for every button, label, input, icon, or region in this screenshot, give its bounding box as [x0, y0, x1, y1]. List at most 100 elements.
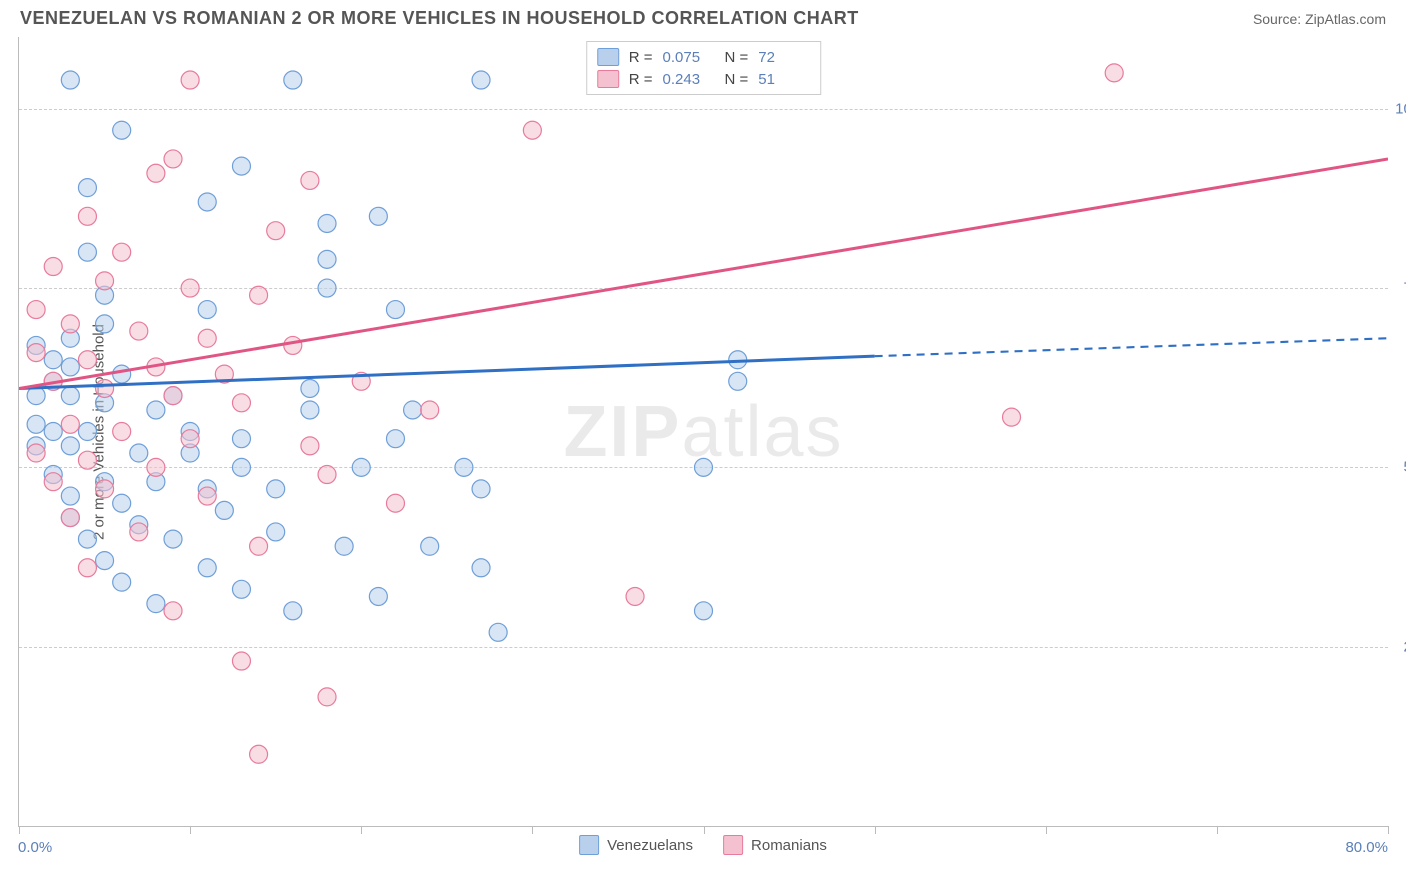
x-axis-min-label: 0.0%: [18, 839, 52, 856]
data-point: [61, 358, 79, 376]
data-point: [96, 272, 114, 290]
data-point: [404, 401, 422, 419]
data-point: [352, 458, 370, 476]
data-point: [267, 480, 285, 498]
data-point: [318, 279, 336, 297]
data-point: [27, 301, 45, 319]
data-point: [61, 487, 79, 505]
trend-line-extrapolated: [875, 338, 1388, 356]
legend-label-venezuelans: Venezuelans: [607, 837, 693, 854]
data-point: [318, 214, 336, 232]
data-point: [61, 509, 79, 527]
data-point: [164, 530, 182, 548]
data-point: [44, 351, 62, 369]
data-point: [250, 286, 268, 304]
data-point: [147, 595, 165, 613]
data-point: [318, 466, 336, 484]
stats-legend: R = 0.075 N = 72 R = 0.243 N = 51: [586, 41, 822, 95]
data-point: [27, 344, 45, 362]
data-point: [198, 193, 216, 211]
data-point: [232, 394, 250, 412]
data-point: [130, 444, 148, 462]
data-point: [284, 602, 302, 620]
source-attribution: Source: ZipAtlas.com: [1253, 11, 1386, 27]
swatch-romanians: [597, 70, 619, 88]
data-point: [369, 207, 387, 225]
data-point: [232, 157, 250, 175]
data-point: [130, 322, 148, 340]
data-point: [96, 379, 114, 397]
data-point: [147, 164, 165, 182]
data-point: [181, 430, 199, 448]
data-point: [44, 423, 62, 441]
data-point: [78, 559, 96, 577]
data-point: [232, 430, 250, 448]
data-point: [113, 494, 131, 512]
n-value-venezuelans: 72: [758, 49, 810, 66]
data-point: [695, 458, 713, 476]
data-point: [729, 372, 747, 390]
data-point: [78, 530, 96, 548]
data-point: [250, 537, 268, 555]
data-point: [369, 587, 387, 605]
r-value-romanians: 0.243: [663, 71, 715, 88]
legend-item-venezuelans: Venezuelans: [579, 835, 693, 855]
data-point: [301, 401, 319, 419]
n-value-romanians: 51: [758, 71, 810, 88]
data-point: [96, 480, 114, 498]
data-point: [335, 537, 353, 555]
stats-row-venezuelans: R = 0.075 N = 72: [597, 46, 811, 68]
y-tick-label: 100.0%: [1395, 100, 1406, 117]
data-point: [113, 365, 131, 383]
data-point: [421, 401, 439, 419]
data-point: [61, 437, 79, 455]
data-point: [198, 559, 216, 577]
data-point: [44, 473, 62, 491]
data-point: [78, 451, 96, 469]
legend-label-romanians: Romanians: [751, 837, 827, 854]
data-point: [61, 387, 79, 405]
stats-row-romanians: R = 0.243 N = 51: [597, 68, 811, 90]
data-point: [284, 336, 302, 354]
data-point: [489, 623, 507, 641]
data-point: [301, 437, 319, 455]
data-point: [61, 415, 79, 433]
data-point: [130, 523, 148, 541]
data-point: [44, 258, 62, 276]
data-point: [472, 71, 490, 89]
series-legend: Venezuelans Romanians: [579, 835, 827, 855]
data-point: [695, 602, 713, 620]
data-point: [113, 423, 131, 441]
data-point: [164, 602, 182, 620]
data-point: [198, 487, 216, 505]
data-point: [232, 652, 250, 670]
data-point: [386, 430, 404, 448]
data-point: [472, 559, 490, 577]
data-point: [96, 552, 114, 570]
data-point: [386, 301, 404, 319]
legend-swatch-venezuelans: [579, 835, 599, 855]
data-point: [96, 315, 114, 333]
chart-header: VENEZUELAN VS ROMANIAN 2 OR MORE VEHICLE…: [0, 0, 1406, 33]
swatch-venezuelans: [597, 48, 619, 66]
legend-swatch-romanians: [723, 835, 743, 855]
data-point: [455, 458, 473, 476]
data-point: [1003, 408, 1021, 426]
data-point: [78, 423, 96, 441]
data-point: [78, 179, 96, 197]
data-point: [61, 71, 79, 89]
data-point: [301, 379, 319, 397]
data-point: [27, 444, 45, 462]
legend-item-romanians: Romanians: [723, 835, 827, 855]
x-axis-row: 0.0% Venezuelans Romanians 80.0%: [18, 833, 1388, 861]
data-point: [164, 387, 182, 405]
data-point: [61, 315, 79, 333]
data-point: [472, 480, 490, 498]
data-point: [181, 71, 199, 89]
data-point: [284, 71, 302, 89]
data-point: [113, 573, 131, 591]
data-point: [386, 494, 404, 512]
data-point: [198, 329, 216, 347]
data-point: [267, 222, 285, 240]
x-tick: [1388, 826, 1389, 834]
